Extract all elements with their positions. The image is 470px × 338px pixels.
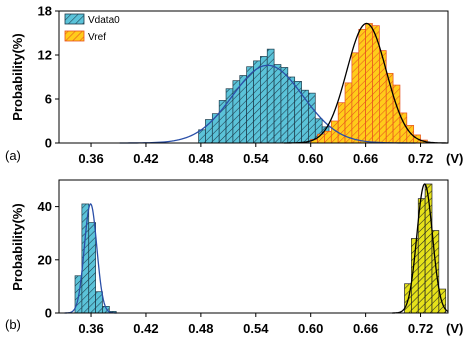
panel-b-x-axis: 0.36 0.42 0.48 0.54 0.60 0.66 0.72: [78, 313, 433, 336]
panel-a-series-1-bar: [337, 102, 346, 144]
panel-a-series-0-bar: [211, 113, 220, 144]
panel-a-series-0-bar: [287, 76, 296, 144]
panel-b-y-tick-label: 40: [38, 199, 52, 214]
panel-a-series-1-fit-curve: [283, 22, 448, 144]
panel-a-plot-area: [119, 22, 448, 144]
panel-a-series-1-bar: [344, 82, 353, 144]
panel-a-y-tick-label: 0: [45, 136, 52, 151]
panel-a-series-0-bars: [198, 48, 337, 144]
panel-a-series-0-bar: [308, 92, 316, 144]
panel-a-series-0-fit-curve: [119, 64, 416, 144]
panel-b-x-tick-label: 0.36: [78, 321, 103, 336]
legend-label-vref: Vref: [88, 32, 106, 43]
panel-b-series-0-bar: [95, 291, 103, 314]
panel-a-legend: Vdata0 Vref: [64, 13, 120, 43]
panel-a-x-tick-label: 0.72: [408, 151, 433, 166]
panel-a-series-0-bar: [198, 129, 206, 144]
panel-a-x-tick-label: 0.66: [353, 151, 378, 166]
panel-a-x-tick-label: 0.48: [188, 151, 213, 166]
panel-b-y-tick-label: 0: [45, 306, 52, 321]
panel-a-y-axis-label: Probability(%): [10, 33, 25, 120]
panel-b-y-axis: 0 20 40: [38, 199, 59, 321]
panel-a-series-1-bar: [365, 23, 373, 144]
panel-b-x-tick-label: 0.60: [298, 321, 323, 336]
panel-a-x-tick-label: 0.42: [133, 151, 158, 166]
panel-b-series-1-fit-curve: [391, 183, 448, 314]
panel-a-histogram: 0.36 0.42 0.48 0.54 0.60 0.66 0.72 0 6 12 18 Prob…: [5, 4, 463, 167]
panel-a-y-tick-label: 18: [38, 4, 52, 19]
panel-b-y-tick-label: 20: [38, 252, 52, 267]
panel-a-y-tick-label: 6: [45, 92, 52, 107]
panel-a-series-0-bar: [273, 64, 282, 144]
panel-a-series-0-bar: [253, 60, 261, 144]
panel-a-series-1-bars: [310, 23, 428, 144]
panel-a-series-0-bar: [218, 100, 227, 144]
panel-b-frame: [58, 179, 449, 314]
panel-a-label: (a): [5, 148, 21, 163]
panel-a-y-axis: 0 6 12 18: [38, 4, 59, 151]
panel-a-series-0-bar: [280, 67, 289, 144]
panel-a-series-1-bar: [392, 84, 401, 144]
panel-a-frame: [58, 10, 449, 144]
panel-b-series-0-bars: [74, 203, 117, 314]
panel-b-histogram: 0.36 0.42 0.48 0.54 0.60 0.66 0.72 0 20 40 Proba…: [5, 179, 463, 336]
panel-b-x-tick-label: 0.42: [133, 321, 158, 336]
panel-a-x-axis: 0.36 0.42 0.48 0.54 0.60 0.66 0.72: [78, 143, 433, 166]
panel-b-x-tick-label: 0.66: [353, 321, 378, 336]
panel-a-series-0-bar: [266, 48, 275, 144]
panel-b-x-tick-label: 0.72: [408, 321, 433, 336]
legend-swatch-vdata0: [64, 13, 85, 25]
panel-a-series-0-bar: [260, 56, 268, 144]
panel-a-series-1-bar: [406, 125, 415, 144]
panel-a-x-tick-label: 0.60: [298, 151, 323, 166]
panel-a-series-0-bar: [294, 81, 302, 144]
panel-a-series-0-bar: [246, 66, 254, 144]
panel-a-y-tick-label: 12: [38, 48, 52, 63]
panel-b-label: (b): [5, 317, 21, 332]
panel-a-series-1-bar: [351, 52, 360, 144]
legend-swatch-vref: [64, 30, 85, 42]
panel-b-plot-area: [64, 183, 448, 314]
legend-label-vdata0: Vdata0: [88, 15, 120, 26]
panel-b-x-tick-label: 0.48: [188, 321, 213, 336]
panel-b-series-0-fit-curve: [64, 203, 117, 314]
panel-a-series-1-bar: [358, 28, 366, 144]
panel-a-x-tick-label: 0.54: [243, 151, 269, 166]
panel-b-series-0-bar: [88, 222, 96, 314]
panel-a-x-tick-label: 0.36: [78, 151, 103, 166]
panel-b-x-tick-label: 0.54: [243, 321, 269, 336]
panel-b-y-axis-label: Probability(%): [10, 203, 25, 290]
panel-a-x-unit-label: (V): [446, 151, 463, 166]
panel-b-x-unit-label: (V): [446, 321, 463, 336]
panel-a-series-1-bar: [324, 130, 332, 144]
